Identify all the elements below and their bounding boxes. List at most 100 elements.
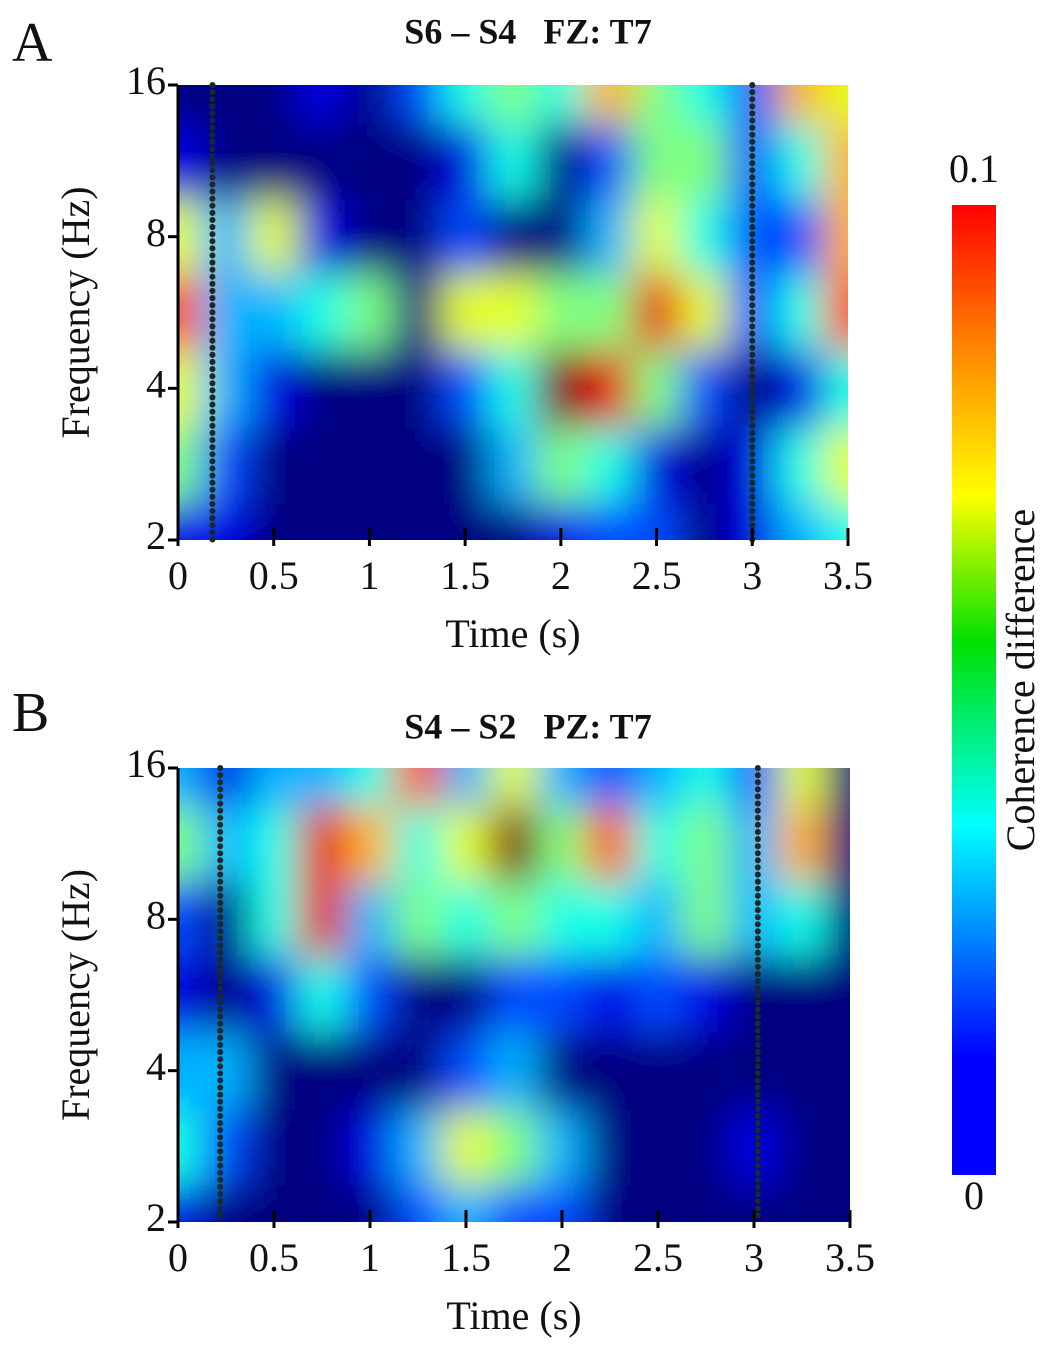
heatmap-cell bbox=[442, 1032, 491, 1111]
heatmap-cell bbox=[730, 1109, 779, 1186]
heatmap-cell bbox=[680, 85, 729, 124]
heatmap-cell bbox=[394, 881, 443, 957]
x-tick-label: 2 bbox=[551, 553, 571, 598]
heatmap-cell bbox=[778, 881, 827, 957]
heatmap-cell bbox=[538, 768, 587, 807]
heatmap-cell bbox=[778, 956, 827, 1033]
heatmap-cell bbox=[393, 123, 442, 200]
heatmap-cell bbox=[826, 1185, 850, 1222]
heatmap-cell bbox=[490, 956, 539, 1033]
heatmap-cell bbox=[586, 1185, 635, 1222]
heatmap-cell bbox=[345, 198, 394, 275]
heatmap-cell bbox=[778, 768, 827, 807]
heatmap-cell bbox=[586, 881, 635, 957]
heatmap-cell bbox=[634, 881, 683, 957]
heatmap-cell bbox=[298, 881, 347, 957]
heatmap-cell bbox=[536, 123, 586, 200]
x-tick-label: 3.5 bbox=[825, 1235, 875, 1280]
heatmap-cell bbox=[202, 1109, 251, 1186]
x-tick-label: 0.5 bbox=[249, 1235, 299, 1280]
colorbar-tick-label: 0 bbox=[964, 1173, 984, 1218]
y-axis-label: Frequency (Hz) bbox=[53, 186, 98, 438]
heatmap-cell bbox=[682, 1109, 731, 1186]
heatmap-cell bbox=[297, 273, 346, 351]
heatmap-clip bbox=[178, 85, 848, 540]
y-tick-label: 2 bbox=[146, 513, 166, 558]
chart-title: S6 – S4 FZ: T7 bbox=[404, 11, 651, 51]
heatmap-cell bbox=[490, 1032, 539, 1111]
heatmap-cell bbox=[778, 1185, 827, 1222]
heatmap-cell bbox=[201, 123, 251, 200]
heatmap-cell bbox=[536, 85, 586, 124]
heatmap-cell bbox=[490, 768, 539, 807]
heatmap-cell bbox=[538, 1032, 587, 1111]
heatmap-cell bbox=[536, 349, 586, 428]
heatmap-cell bbox=[442, 881, 491, 957]
x-tick-label: 0 bbox=[168, 1235, 188, 1280]
heatmap-cell bbox=[538, 881, 587, 957]
heatmap-cell bbox=[730, 805, 779, 883]
x-axis-label: Time (s) bbox=[445, 611, 580, 656]
heatmap-cell bbox=[826, 881, 850, 957]
heatmap-cell bbox=[490, 805, 539, 883]
heatmap-cell bbox=[538, 1109, 587, 1186]
heatmap-cell bbox=[250, 956, 299, 1033]
heatmap-cell bbox=[776, 273, 825, 351]
heatmap-cell bbox=[586, 1109, 635, 1186]
y-tick-label: 4 bbox=[146, 362, 166, 407]
heatmap-cell bbox=[298, 805, 347, 883]
heatmap-cell bbox=[345, 85, 394, 124]
heatmap-cell bbox=[826, 956, 850, 1033]
heatmap-cell bbox=[538, 956, 587, 1033]
heatmap-cell bbox=[201, 85, 251, 124]
heatmap-cell bbox=[298, 1032, 347, 1111]
heatmap-cell bbox=[634, 1109, 683, 1186]
heatmap-cell bbox=[298, 956, 347, 1033]
heatmap-cell bbox=[441, 349, 490, 428]
colorbar bbox=[952, 205, 996, 1175]
heatmap-cell bbox=[584, 349, 634, 428]
x-tick-label: 1 bbox=[359, 553, 379, 598]
heatmap-cell bbox=[586, 956, 635, 1033]
heatmap-cell bbox=[682, 1032, 731, 1111]
heatmap-cell bbox=[178, 123, 203, 200]
heatmap-cell bbox=[442, 956, 491, 1033]
x-tick-label: 1.5 bbox=[440, 553, 490, 598]
heatmap-cell bbox=[202, 1032, 251, 1111]
heatmap-cell bbox=[680, 349, 729, 428]
heatmap-cell bbox=[584, 85, 634, 124]
heatmap-cell bbox=[536, 427, 586, 504]
heatmap-cell bbox=[201, 198, 251, 275]
heatmap-cell bbox=[824, 198, 848, 275]
heatmap-cell bbox=[250, 805, 299, 883]
y-tick-label: 8 bbox=[146, 210, 166, 255]
heatmap-cell bbox=[297, 123, 346, 200]
heatmap-cell bbox=[730, 1032, 779, 1111]
heatmap-cell bbox=[249, 123, 299, 200]
heatmap-cell bbox=[202, 881, 251, 957]
heatmap-cell bbox=[178, 503, 203, 540]
heatmap-cell bbox=[442, 1109, 491, 1186]
heatmap-cell bbox=[441, 273, 490, 351]
heatmap-cell bbox=[776, 123, 825, 200]
heatmap-cell bbox=[201, 427, 251, 504]
x-tick-label: 0 bbox=[168, 553, 188, 598]
y-tick-label: 16 bbox=[126, 741, 166, 786]
heatmap-cell bbox=[634, 1032, 683, 1111]
heatmap-cell bbox=[826, 805, 850, 883]
heatmap-cell bbox=[776, 503, 825, 540]
x-tick-label: 3 bbox=[744, 1235, 764, 1280]
heatmap-cell bbox=[393, 273, 442, 351]
heatmap-cell bbox=[297, 427, 346, 504]
heatmap-cell bbox=[826, 1109, 850, 1186]
heatmap-cell bbox=[393, 427, 442, 504]
heatmap-cell bbox=[536, 198, 586, 275]
heatmap-cell bbox=[586, 1032, 635, 1111]
heatmap-cell bbox=[586, 768, 635, 807]
heatmap-cell bbox=[250, 1032, 299, 1111]
heatmap-cell bbox=[250, 881, 299, 957]
heatmap-cell bbox=[178, 198, 203, 275]
heatmap-cell bbox=[826, 1032, 850, 1111]
